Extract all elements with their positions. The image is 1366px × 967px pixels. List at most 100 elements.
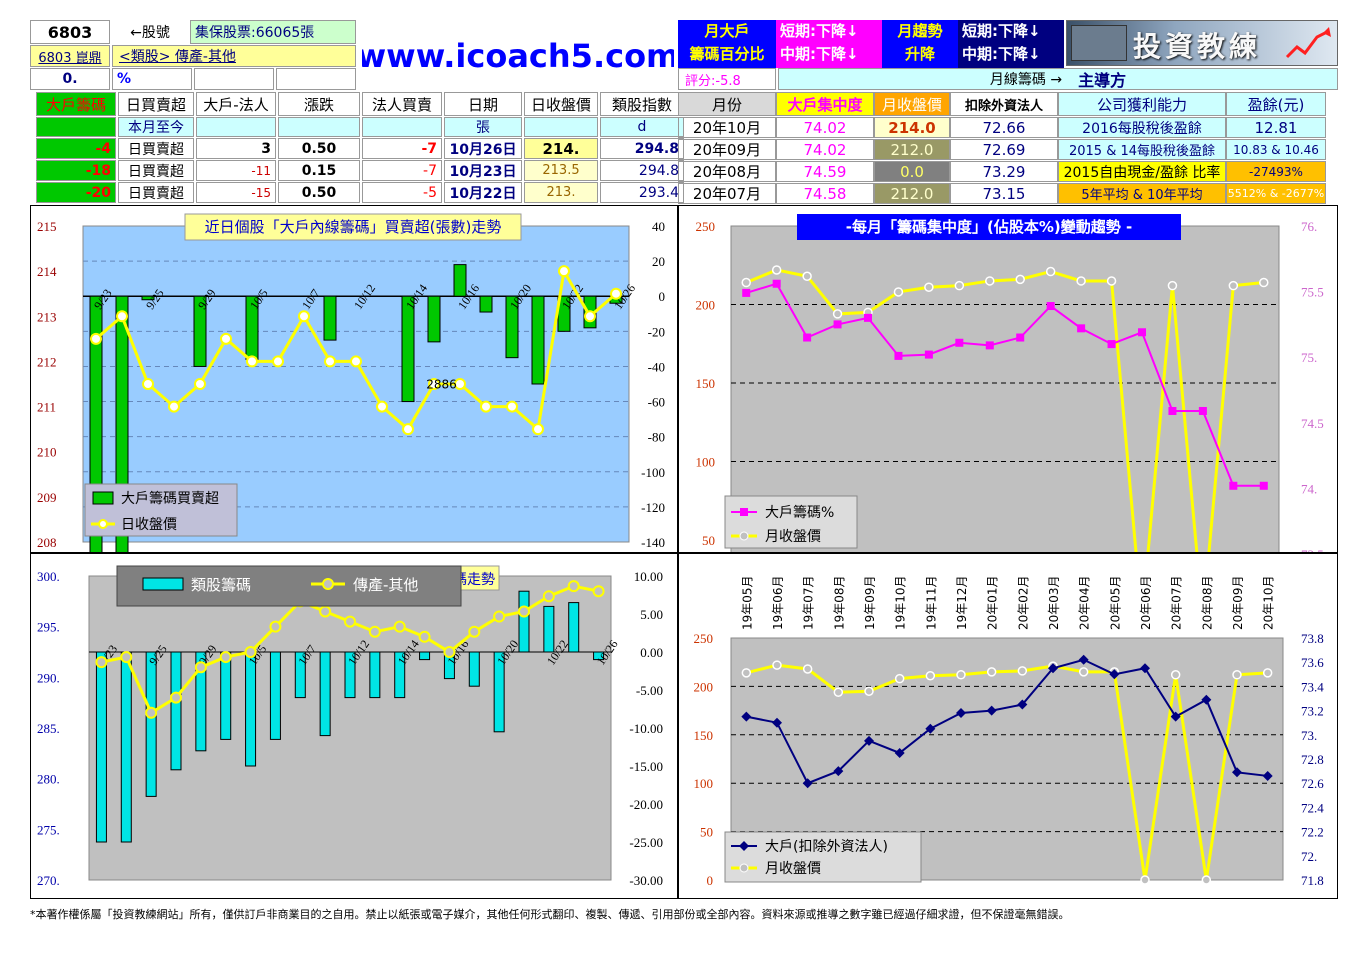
concentration-point-2	[803, 333, 812, 342]
left-header-4: 法人買賣	[362, 92, 442, 116]
x-tick-3: 19年08月	[832, 575, 846, 630]
sector-bar-10/23	[568, 602, 580, 653]
left-row-3-col-3: 0.50	[278, 182, 360, 203]
bar-10/20	[505, 295, 519, 359]
close-point-4	[194, 378, 206, 390]
right-header-4: 公司獲利能力	[1058, 92, 1226, 116]
left-y-tick-3: 285.	[37, 721, 60, 736]
monthly-price-point-13	[1140, 875, 1150, 885]
month-trend-value: 升降	[904, 45, 935, 63]
sector-index-point-4	[194, 661, 207, 674]
sector-index-point-6	[244, 646, 257, 658]
company-name: 6803 崑鼎	[30, 45, 110, 67]
sector-index-point-0	[95, 656, 108, 669]
major-holder-point-11	[1078, 654, 1089, 665]
monthly-price-line	[745, 268, 1264, 552]
custody-box: 集保股票: 66065張	[190, 20, 356, 44]
right-row-4-col-5: 5512% & -2677%	[1226, 183, 1326, 204]
major-holder-point-12	[1109, 669, 1120, 680]
sector-bar-10/20	[493, 651, 505, 733]
right-header-1: 大戶集中度	[776, 92, 874, 116]
close-point-16	[506, 400, 518, 413]
left-y-tick-6: 209	[37, 490, 57, 505]
sector-bar-10/21	[518, 590, 530, 653]
sector-index-point-5	[219, 651, 232, 664]
left-row-2-col-2: -11	[196, 160, 276, 181]
left-header-2: 大戶-法人	[196, 92, 276, 116]
monthly-price-point-0	[741, 668, 752, 678]
chart-title: -每月「籌碼集中度」(佔股本%)變動趨勢 -	[846, 218, 1132, 236]
sector-bar-9/25	[145, 651, 157, 797]
x-tick-17: 20年10月	[1262, 575, 1276, 630]
monthly-price-point-9	[1015, 274, 1025, 285]
left-row-2-col-4: -7	[362, 160, 442, 181]
right-y-tick-8: 72.2	[1301, 825, 1324, 840]
left-y-tick-3: 212	[37, 354, 57, 369]
left-y-tick-5: 0	[707, 873, 714, 888]
rising-chart-icon	[1285, 27, 1331, 59]
right-y-tick-4: 74.	[1301, 481, 1317, 496]
close-point-7	[272, 355, 284, 368]
bar-10/8	[323, 295, 337, 341]
major-holder-point-8	[986, 705, 997, 716]
right-row-3-col-0: 20年08月	[678, 161, 776, 182]
right-row-3-col-1: 74.59	[776, 161, 874, 182]
left-row-2-col-5: 10月23日	[444, 160, 522, 181]
major-holder-chart: 19年05月 19年06月 19年07月 19年08月 19年09月 19年10月 19年1…	[694, 575, 1325, 888]
close-point-9	[324, 355, 336, 368]
right-header-2: 月收盤價	[874, 92, 950, 116]
left-row-3-col-1: 日買賣超	[118, 182, 194, 203]
right-y-tick-1: 75.5	[1301, 285, 1324, 300]
monthly-price-point-11	[1076, 276, 1086, 286]
monthly-price-point-2	[802, 271, 812, 281]
right-y-tick-1: 5.00	[640, 607, 663, 622]
bar-9/25	[141, 295, 155, 301]
left-y-tick-3: 100	[694, 776, 714, 791]
sector-index-point-3	[170, 691, 182, 704]
x-tick-8: 20年01月	[986, 575, 1000, 630]
left-y-tick-5: 275.	[37, 822, 60, 837]
month-big-sub: 籌碼百分比	[689, 45, 765, 63]
legend-box	[724, 831, 922, 883]
legend-label-conc: 大戶籌碼%	[765, 505, 834, 521]
left-y-tick-4: 211	[37, 400, 56, 415]
sector-index-point-10	[344, 615, 356, 628]
close-point-5	[220, 332, 232, 345]
website-link[interactable]: www.icoach5.com	[362, 37, 674, 75]
sector-bar-10/13	[369, 651, 381, 699]
legend-label-bar: 大戶籌碼買賣超	[121, 491, 219, 507]
month-trend-title: 月趨勢	[897, 22, 943, 40]
concentration-point-9	[1016, 333, 1025, 342]
x-tick-13: 20年06月	[1139, 575, 1153, 630]
sector-index-point-2	[145, 706, 158, 719]
title-box	[184, 213, 522, 241]
short-term-left: 短期:下降↓	[780, 22, 859, 40]
left-row-3-col-7: 293.4	[600, 182, 684, 203]
close-point-19	[584, 310, 596, 323]
left-row0-7: d	[600, 117, 684, 137]
sector-index-point-20	[592, 585, 605, 598]
sector-bar-9/24	[120, 651, 132, 843]
right-y-tick-2: 73.4	[1301, 679, 1324, 694]
right-header-0: 月份	[678, 92, 776, 116]
x-tick-0: 19年05月	[740, 575, 754, 630]
major-holder-point-0	[741, 711, 752, 722]
sector-bar-10/5	[245, 651, 257, 767]
right-row-4-col-2: 212.0	[874, 183, 950, 204]
left-header-7: 類股指數	[600, 92, 684, 116]
sector-index-point-11	[368, 625, 381, 638]
chart-panel-1: 9/23 9/25 9/29 10/5 10/7 10/12 10/14 10/16 10/20…	[30, 205, 678, 553]
close-point-17	[532, 423, 544, 436]
right-row-1-col-4: 2016每股稅後盈餘	[1058, 117, 1226, 138]
right-y-tick-6: -80	[648, 430, 665, 445]
major-holder-point-15	[1201, 694, 1212, 705]
left-row-2-col-3: 0.15	[278, 160, 360, 181]
sector-bar-10/12	[344, 651, 356, 699]
monthly-price-point-17	[1259, 277, 1269, 288]
right-y-tick-3: -20	[648, 324, 665, 339]
monthly-label: 月線籌碼 →	[989, 72, 1063, 88]
sector-bar-10/15	[419, 651, 431, 661]
concentration-point-5	[894, 351, 903, 360]
left-y-tick-1: 200	[694, 679, 714, 694]
chart-panel-3: 9/23 9/25 9/29 10/5 10/7 10/12 10/14 10/16 10/20…	[30, 553, 678, 899]
